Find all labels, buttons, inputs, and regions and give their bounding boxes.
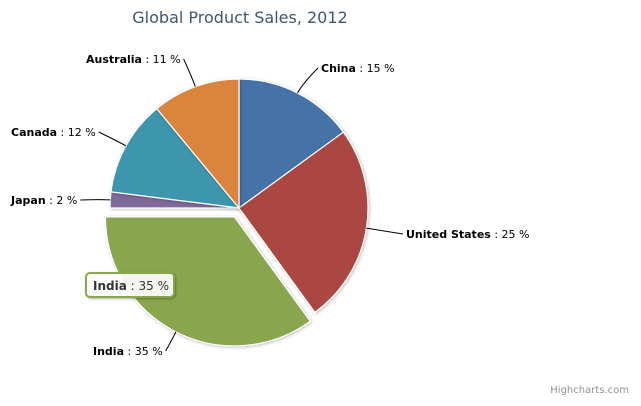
data-label-canada: Canada : 12 % xyxy=(11,126,96,139)
credits-link[interactable]: Highcharts.com xyxy=(550,385,629,396)
data-label-name: Canada xyxy=(11,126,57,139)
data-label-name: United States xyxy=(406,228,491,241)
tooltip-value: : 35 % xyxy=(127,279,169,293)
data-label-value: : 15 % xyxy=(356,62,395,75)
connector-australia xyxy=(183,58,196,87)
pie-data-labels: China : 15 % United States : 25 % India : … xyxy=(10,53,529,358)
data-label-name: Japan xyxy=(10,194,46,207)
data-label-united-states: United States : 25 % xyxy=(406,228,529,241)
data-label-value: : 25 % xyxy=(491,228,530,241)
data-label-name: Australia xyxy=(86,53,142,66)
data-label-name: India xyxy=(93,345,124,358)
pie-slices xyxy=(104,78,369,347)
connector-india xyxy=(165,331,177,352)
pie-slice-china[interactable] xyxy=(238,78,345,210)
tooltip-box xyxy=(85,272,175,298)
data-label-japan: Japan : 2 % xyxy=(10,194,77,207)
pie-slice-india[interactable] xyxy=(104,216,312,347)
pie-slice-united-states[interactable] xyxy=(238,131,369,314)
chart-title: Global Product Sales, 2012 xyxy=(132,8,347,27)
tooltip-name: India xyxy=(93,279,127,293)
data-label-china: China : 15 % xyxy=(321,62,395,75)
data-label-name: China xyxy=(321,62,356,75)
connector-china xyxy=(297,67,319,94)
data-label-value: : 2 % xyxy=(46,194,78,207)
data-label-value: : 12 % xyxy=(57,126,96,139)
connector-canada xyxy=(98,131,127,147)
data-label-australia: Australia : 11 % xyxy=(86,53,181,66)
pie-slice-canada[interactable] xyxy=(110,107,241,209)
data-label-india: India : 35 % xyxy=(93,345,163,358)
connector-united-states xyxy=(366,227,404,235)
tooltip: India : 35 % xyxy=(85,272,175,298)
data-label-value: : 11 % xyxy=(142,53,181,66)
data-label-value: : 35 % xyxy=(124,345,163,358)
tooltip-text: India : 35 % xyxy=(93,279,169,293)
